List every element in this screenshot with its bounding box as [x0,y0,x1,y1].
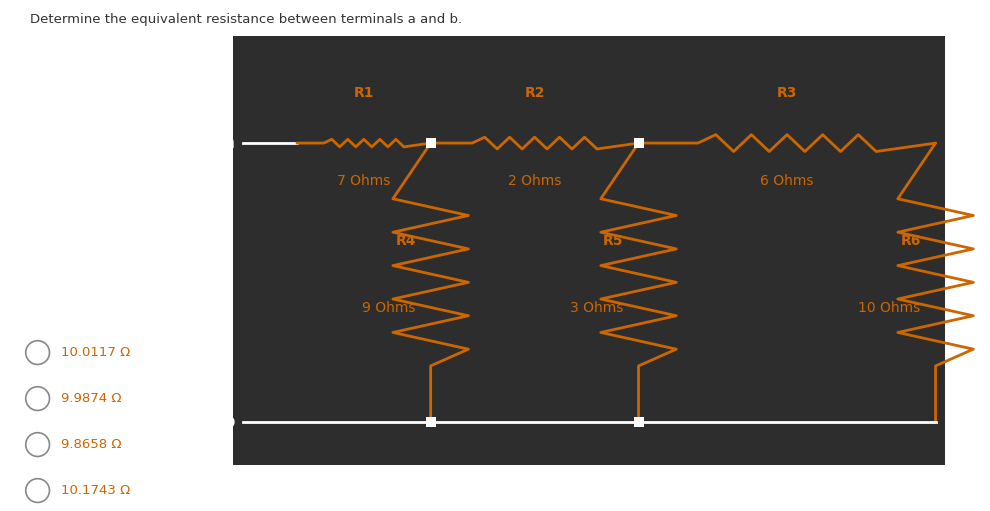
Text: 9.8658 Ω: 9.8658 Ω [61,438,122,451]
Bar [233,36,945,465]
Text: 10.0117 Ω: 10.0117 Ω [61,346,131,359]
Text: Determine the equivalent resistance between terminals a and b.: Determine the equivalent resistance betw… [30,13,461,26]
Point [423,139,439,147]
Text: b: b [224,412,235,431]
Point [631,139,646,147]
Text: 9.9874 Ω: 9.9874 Ω [61,392,122,405]
Text: 6 Ohms: 6 Ohms [760,174,814,188]
Text: R6: R6 [900,235,921,248]
Point [631,417,646,426]
Text: R2: R2 [525,86,545,100]
Text: R4: R4 [395,235,416,248]
Point [423,417,439,426]
Text: 2 Ohms: 2 Ohms [508,174,561,188]
Text: R5: R5 [603,235,624,248]
Text: 10 Ohms: 10 Ohms [858,301,921,315]
Text: 9 Ohms: 9 Ohms [362,301,416,315]
Text: 7 Ohms: 7 Ohms [338,174,390,188]
Text: a: a [225,134,235,152]
Text: 10.1743 Ω: 10.1743 Ω [61,484,131,497]
Text: R3: R3 [777,86,797,100]
Text: 3 Ohms: 3 Ohms [570,301,624,315]
Text: R1: R1 [353,86,374,100]
